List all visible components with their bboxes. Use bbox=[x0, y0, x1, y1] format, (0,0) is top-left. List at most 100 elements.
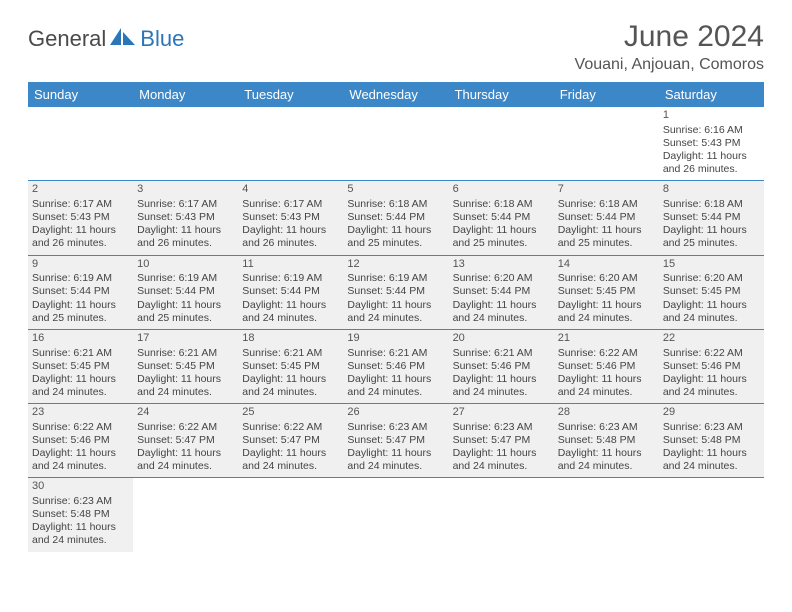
day-number: 28 bbox=[558, 406, 655, 420]
day-number: 11 bbox=[242, 258, 339, 272]
daylight-line-2: and 24 minutes. bbox=[663, 312, 760, 325]
daylight-line-1: Daylight: 11 hours bbox=[32, 299, 129, 312]
sunrise-line: Sunrise: 6:22 AM bbox=[558, 347, 655, 360]
day-number: 27 bbox=[453, 406, 550, 420]
day-number: 13 bbox=[453, 258, 550, 272]
daylight-line-1: Daylight: 11 hours bbox=[558, 447, 655, 460]
daylight-line-1: Daylight: 11 hours bbox=[32, 373, 129, 386]
sunset-line: Sunset: 5:46 PM bbox=[663, 360, 760, 373]
day-number: 6 bbox=[453, 183, 550, 197]
calendar-cell: 18Sunrise: 6:21 AMSunset: 5:45 PMDayligh… bbox=[238, 329, 343, 403]
calendar-cell: 23Sunrise: 6:22 AMSunset: 5:46 PMDayligh… bbox=[28, 404, 133, 478]
daylight-line-2: and 24 minutes. bbox=[453, 386, 550, 399]
sunset-line: Sunset: 5:46 PM bbox=[347, 360, 444, 373]
calendar-cell: 15Sunrise: 6:20 AMSunset: 5:45 PMDayligh… bbox=[659, 255, 764, 329]
sunrise-line: Sunrise: 6:23 AM bbox=[347, 421, 444, 434]
sunrise-line: Sunrise: 6:23 AM bbox=[663, 421, 760, 434]
daylight-line-2: and 24 minutes. bbox=[32, 534, 129, 547]
daylight-line-1: Daylight: 11 hours bbox=[137, 447, 234, 460]
sunrise-line: Sunrise: 6:22 AM bbox=[663, 347, 760, 360]
logo-text-general: General bbox=[28, 26, 106, 52]
daylight-line-2: and 24 minutes. bbox=[347, 312, 444, 325]
calendar-cell: 16Sunrise: 6:21 AMSunset: 5:45 PMDayligh… bbox=[28, 329, 133, 403]
day-number: 24 bbox=[137, 406, 234, 420]
sunset-line: Sunset: 5:43 PM bbox=[663, 137, 760, 150]
daylight-line-1: Daylight: 11 hours bbox=[663, 447, 760, 460]
daylight-line-2: and 24 minutes. bbox=[453, 460, 550, 473]
day-number: 22 bbox=[663, 332, 760, 346]
calendar-cell: 9Sunrise: 6:19 AMSunset: 5:44 PMDaylight… bbox=[28, 255, 133, 329]
sunrise-line: Sunrise: 6:20 AM bbox=[663, 272, 760, 285]
calendar-body: 1Sunrise: 6:16 AMSunset: 5:43 PMDaylight… bbox=[28, 107, 764, 552]
daylight-line-2: and 24 minutes. bbox=[558, 460, 655, 473]
calendar-cell bbox=[133, 478, 238, 552]
sunrise-line: Sunrise: 6:19 AM bbox=[347, 272, 444, 285]
day-number: 10 bbox=[137, 258, 234, 272]
sunset-line: Sunset: 5:45 PM bbox=[137, 360, 234, 373]
sunset-line: Sunset: 5:44 PM bbox=[453, 211, 550, 224]
daylight-line-1: Daylight: 11 hours bbox=[453, 373, 550, 386]
calendar-cell bbox=[554, 478, 659, 552]
daylight-line-1: Daylight: 11 hours bbox=[242, 447, 339, 460]
calendar-cell bbox=[343, 478, 448, 552]
day-number: 25 bbox=[242, 406, 339, 420]
daylight-line-2: and 24 minutes. bbox=[137, 386, 234, 399]
daylight-line-2: and 24 minutes. bbox=[347, 386, 444, 399]
daylight-line-1: Daylight: 11 hours bbox=[663, 150, 760, 163]
sunset-line: Sunset: 5:43 PM bbox=[32, 211, 129, 224]
sunrise-line: Sunrise: 6:23 AM bbox=[32, 495, 129, 508]
calendar-cell: 3Sunrise: 6:17 AMSunset: 5:43 PMDaylight… bbox=[133, 181, 238, 255]
day-header: Sunday bbox=[28, 82, 133, 107]
daylight-line-1: Daylight: 11 hours bbox=[558, 299, 655, 312]
sunset-line: Sunset: 5:44 PM bbox=[558, 211, 655, 224]
sunset-line: Sunset: 5:46 PM bbox=[32, 434, 129, 447]
daylight-line-1: Daylight: 11 hours bbox=[453, 447, 550, 460]
day-header: Tuesday bbox=[238, 82, 343, 107]
day-header: Friday bbox=[554, 82, 659, 107]
sunrise-line: Sunrise: 6:21 AM bbox=[347, 347, 444, 360]
calendar-cell: 26Sunrise: 6:23 AMSunset: 5:47 PMDayligh… bbox=[343, 404, 448, 478]
calendar-cell: 11Sunrise: 6:19 AMSunset: 5:44 PMDayligh… bbox=[238, 255, 343, 329]
daylight-line-2: and 26 minutes. bbox=[663, 163, 760, 176]
daylight-line-2: and 24 minutes. bbox=[558, 312, 655, 325]
day-number: 16 bbox=[32, 332, 129, 346]
location: Vouani, Anjouan, Comoros bbox=[575, 56, 764, 74]
sunrise-line: Sunrise: 6:23 AM bbox=[453, 421, 550, 434]
daylight-line-1: Daylight: 11 hours bbox=[663, 373, 760, 386]
calendar-cell: 20Sunrise: 6:21 AMSunset: 5:46 PMDayligh… bbox=[449, 329, 554, 403]
calendar-cell: 24Sunrise: 6:22 AMSunset: 5:47 PMDayligh… bbox=[133, 404, 238, 478]
sunset-line: Sunset: 5:48 PM bbox=[32, 508, 129, 521]
daylight-line-1: Daylight: 11 hours bbox=[347, 447, 444, 460]
calendar-cell: 12Sunrise: 6:19 AMSunset: 5:44 PMDayligh… bbox=[343, 255, 448, 329]
logo: General Blue bbox=[28, 26, 184, 52]
daylight-line-1: Daylight: 11 hours bbox=[663, 299, 760, 312]
sunset-line: Sunset: 5:43 PM bbox=[137, 211, 234, 224]
calendar-cell: 21Sunrise: 6:22 AMSunset: 5:46 PMDayligh… bbox=[554, 329, 659, 403]
sunset-line: Sunset: 5:47 PM bbox=[347, 434, 444, 447]
sunset-line: Sunset: 5:47 PM bbox=[137, 434, 234, 447]
day-header: Monday bbox=[133, 82, 238, 107]
sunrise-line: Sunrise: 6:17 AM bbox=[32, 198, 129, 211]
calendar-cell: 1Sunrise: 6:16 AMSunset: 5:43 PMDaylight… bbox=[659, 107, 764, 181]
daylight-line-1: Daylight: 11 hours bbox=[558, 373, 655, 386]
day-number: 1 bbox=[663, 109, 760, 123]
sunrise-line: Sunrise: 6:16 AM bbox=[663, 124, 760, 137]
calendar-cell: 27Sunrise: 6:23 AMSunset: 5:47 PMDayligh… bbox=[449, 404, 554, 478]
daylight-line-2: and 25 minutes. bbox=[663, 237, 760, 250]
sunrise-line: Sunrise: 6:21 AM bbox=[32, 347, 129, 360]
daylight-line-2: and 24 minutes. bbox=[242, 460, 339, 473]
daylight-line-1: Daylight: 11 hours bbox=[32, 521, 129, 534]
sunset-line: Sunset: 5:46 PM bbox=[558, 360, 655, 373]
calendar-cell: 28Sunrise: 6:23 AMSunset: 5:48 PMDayligh… bbox=[554, 404, 659, 478]
calendar-cell: 4Sunrise: 6:17 AMSunset: 5:43 PMDaylight… bbox=[238, 181, 343, 255]
day-number: 18 bbox=[242, 332, 339, 346]
day-number: 9 bbox=[32, 258, 129, 272]
day-number: 14 bbox=[558, 258, 655, 272]
sunrise-line: Sunrise: 6:21 AM bbox=[137, 347, 234, 360]
calendar-cell: 6Sunrise: 6:18 AMSunset: 5:44 PMDaylight… bbox=[449, 181, 554, 255]
sunrise-line: Sunrise: 6:18 AM bbox=[663, 198, 760, 211]
day-header: Thursday bbox=[449, 82, 554, 107]
calendar-cell bbox=[133, 107, 238, 181]
daylight-line-1: Daylight: 11 hours bbox=[32, 224, 129, 237]
day-number: 23 bbox=[32, 406, 129, 420]
